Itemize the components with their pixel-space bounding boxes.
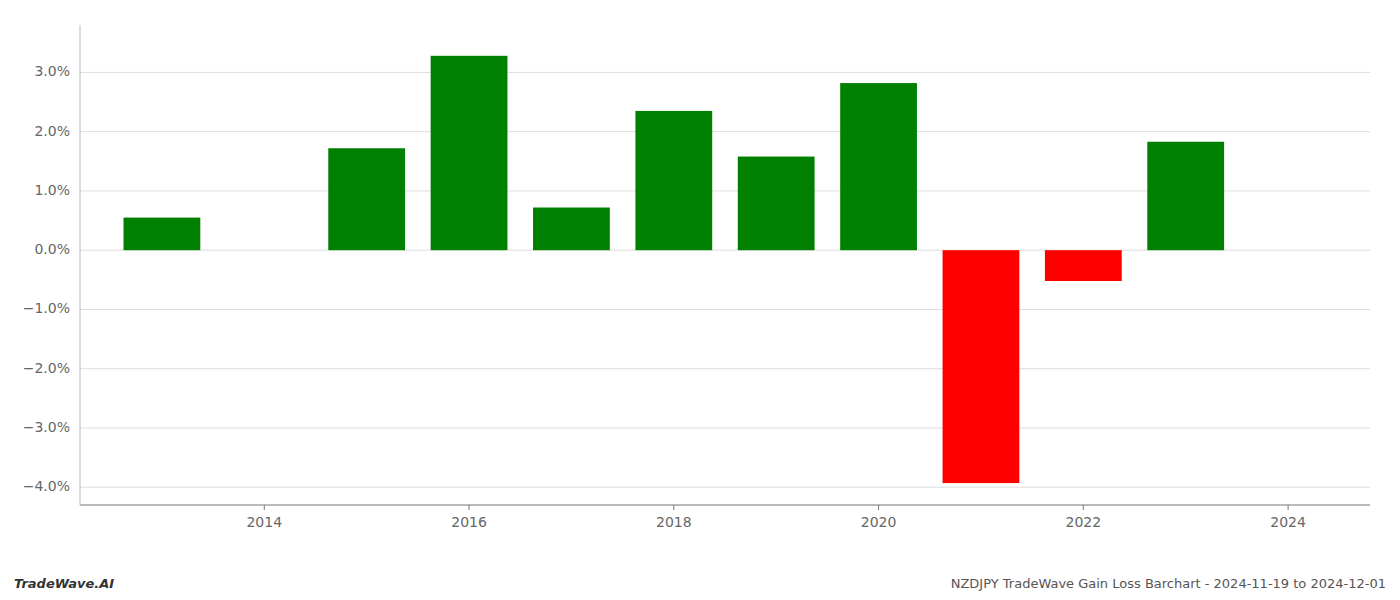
grid-line <box>80 427 1370 428</box>
y-tick-label: −4.0% <box>23 478 70 494</box>
y-tick-label: 1.0% <box>34 182 70 198</box>
x-tick-label: 2024 <box>1270 514 1306 530</box>
bar <box>635 111 712 250</box>
x-tick <box>673 505 674 510</box>
x-tick-label: 2016 <box>451 514 487 530</box>
y-axis-line <box>80 25 81 505</box>
chart: −4.0% −3.0% −2.0% −1.0% 0.0% 1.0% 2.0% 3.0% 2014… <box>0 0 1400 600</box>
bar <box>1147 142 1224 250</box>
bar <box>431 56 508 250</box>
chart-container: −4.0% −3.0% −2.0% −1.0% 0.0% 1.0% 2.0% 3.0% 2014… <box>0 0 1400 600</box>
y-tick-label: 3.0% <box>34 63 70 79</box>
grid <box>80 72 1370 487</box>
bar <box>738 157 815 251</box>
x-axis-line <box>80 505 1370 506</box>
x-tick <box>1288 505 1289 510</box>
y-tick-label: 2.0% <box>34 123 70 139</box>
y-tick-label: −2.0% <box>23 360 70 376</box>
bar <box>840 83 917 250</box>
grid-line <box>80 131 1370 132</box>
x-tick-label: 2018 <box>656 514 692 530</box>
bar <box>533 208 610 251</box>
y-tick-label: 0.0% <box>34 241 70 257</box>
x-tick <box>264 505 265 510</box>
bar <box>1045 250 1122 281</box>
bar <box>124 218 201 251</box>
bars <box>124 56 1225 483</box>
bar <box>328 148 405 250</box>
grid-line <box>80 368 1370 369</box>
x-tick-label: 2020 <box>861 514 897 530</box>
footer-right: NZDJPY TradeWave Gain Loss Barchart - 20… <box>951 576 1386 591</box>
y-tick-label: −3.0% <box>23 419 70 435</box>
x-tick <box>469 505 470 510</box>
grid-line <box>80 72 1370 73</box>
grid-line <box>80 309 1370 310</box>
x-tick-label: 2022 <box>1066 514 1102 530</box>
grid-line <box>80 487 1370 488</box>
footer-left: TradeWave.AI <box>14 576 114 591</box>
bar <box>943 250 1020 483</box>
x-tick <box>1083 505 1084 510</box>
x-tick <box>878 505 879 510</box>
y-tick-label: −1.0% <box>23 300 70 316</box>
x-tick-label: 2014 <box>246 514 282 530</box>
